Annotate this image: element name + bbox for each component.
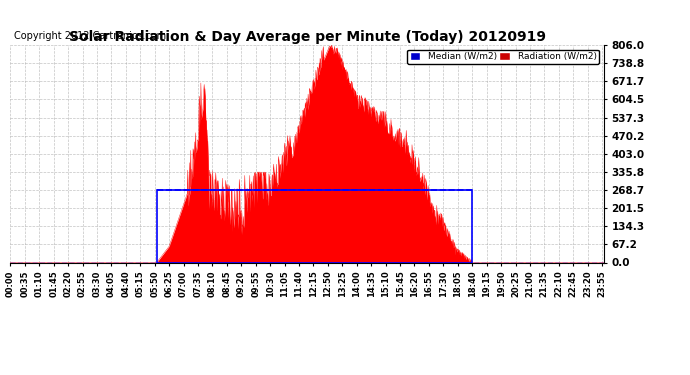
Text: Copyright 2012 Cartronics.com: Copyright 2012 Cartronics.com xyxy=(14,32,166,41)
Legend: Median (W/m2), Radiation (W/m2): Median (W/m2), Radiation (W/m2) xyxy=(407,50,599,64)
Bar xyxy=(157,190,472,262)
Title: Solar Radiation & Day Average per Minute (Today) 20120919: Solar Radiation & Day Average per Minute… xyxy=(68,30,546,44)
